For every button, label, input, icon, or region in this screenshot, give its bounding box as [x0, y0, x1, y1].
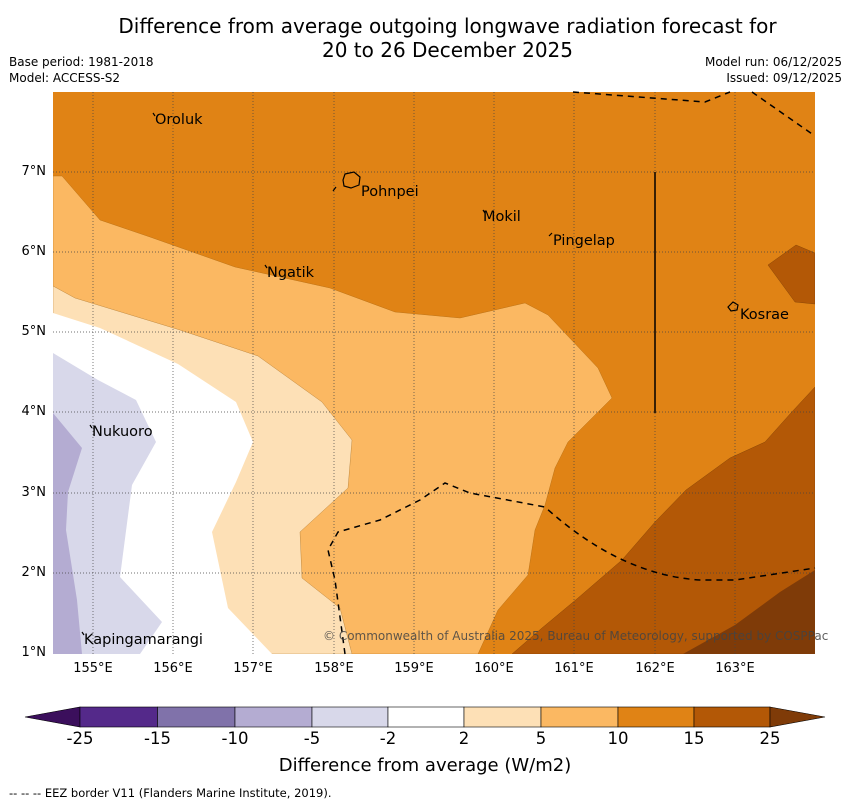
- colorbar-label-10: 10: [607, 729, 629, 748]
- place-mokil: Mokil: [483, 209, 521, 225]
- place-ngatik: Ngatik: [267, 265, 315, 281]
- lon-label-163e: 163°E: [715, 661, 755, 676]
- lon-label-160e: 160°E: [474, 661, 514, 676]
- colorbar-segment-1: [79, 706, 158, 728]
- colorbar-label-2: 2: [458, 729, 470, 748]
- title-line-1: Difference from average outgoing longwav…: [118, 14, 777, 38]
- pingelap-marker: [548, 232, 553, 237]
- colorbar-label-5: 5: [535, 729, 547, 748]
- copyright-notice: © Commonwealth of Australia 2025, Bureau…: [323, 629, 829, 643]
- colorbar-segment-7: [540, 706, 619, 728]
- map-area: [53, 92, 815, 654]
- anomaly-band-minus5-minus10: [53, 413, 82, 654]
- colorbar-label-minus15: -15: [144, 729, 171, 748]
- colorbar-label-minus10: -10: [221, 729, 249, 748]
- islands: [81, 112, 739, 636]
- colorbar-segment-4: [311, 706, 389, 728]
- colorbar-label-minus5: -5: [303, 729, 321, 748]
- colorbar-segment-6: [463, 706, 542, 728]
- nukuoro-marker: [89, 424, 93, 429]
- issued-date: Issued: 09/12/2025: [726, 71, 842, 85]
- anomaly-band-15-25: [511, 386, 815, 654]
- anomaly-band-minus2-minus5: [53, 353, 162, 654]
- lat-label-6n: 6°N: [21, 244, 47, 259]
- colorbar: [24, 706, 826, 728]
- lat-label-3n: 3°N: [21, 485, 47, 500]
- eez-border-north-2: [751, 91, 816, 137]
- lat-label-1n: 1°N: [21, 645, 47, 660]
- pohnpei-atoll-mark: [332, 186, 337, 192]
- pohnpei-island-outline: [342, 171, 361, 189]
- kapingamarangi-marker: [81, 631, 85, 636]
- place-oroluk: Oroluk: [155, 112, 203, 128]
- model-name: Model: ACCESS-S2: [9, 71, 121, 85]
- lat-label-4n: 4°N: [21, 404, 47, 419]
- colorbar-extend-max: [769, 706, 826, 728]
- model-run: Model run: 06/12/2025: [704, 55, 842, 69]
- eez-borders: [327, 91, 816, 655]
- lon-label-155e: 155°E: [73, 661, 113, 676]
- colorbar-label-15: 15: [683, 729, 705, 748]
- ngatik-marker: [264, 264, 268, 269]
- lon-label-161e: 161°E: [554, 661, 594, 676]
- eez-border-north-1: [572, 91, 731, 103]
- place-kosrae: Kosrae: [740, 307, 789, 323]
- eez-footnote: -- -- -- EEZ border V11 (Flanders Marine…: [9, 786, 332, 800]
- eez-border-south: [327, 482, 816, 655]
- lat-label-2n: 2°N: [21, 565, 47, 580]
- lon-label-156e: 156°E: [153, 661, 193, 676]
- base-period: Base period: 1981-2018: [9, 55, 154, 69]
- place-pohnpei: Pohnpei: [361, 184, 419, 200]
- colorbar-segment-8: [617, 706, 695, 728]
- title-line-2: 20 to 26 December 2025: [321, 38, 573, 62]
- colorbar-title: Difference from average (W/m2): [278, 755, 572, 776]
- place-nukuoro: Nukuoro: [92, 424, 153, 440]
- colorbar-label-minus2: -2: [379, 729, 397, 748]
- colorbar-segment-3: [234, 706, 313, 728]
- lon-label-158e: 158°E: [314, 661, 354, 676]
- place-pingelap: Pingelap: [553, 233, 615, 249]
- lon-label-157e: 157°E: [233, 661, 273, 676]
- lat-label-5n: 5°N: [21, 324, 47, 339]
- colorbar-segment-5: [387, 706, 465, 728]
- anomaly-band-over-25: [683, 570, 815, 654]
- colorbar-label-25: 25: [759, 729, 781, 748]
- anomaly-band-15-25-east: [767, 244, 815, 305]
- lon-label-159e: 159°E: [394, 661, 434, 676]
- colorbar-segment-2: [157, 706, 236, 728]
- colorbar-segment-9: [693, 706, 771, 728]
- colorbar-extend-min: [24, 706, 81, 728]
- place-kapingamarangi: Kapingamarangi: [84, 632, 203, 648]
- mokil-marker: [482, 209, 486, 214]
- colorbar-label-minus25: -25: [66, 729, 94, 748]
- lon-label-162e: 162°E: [635, 661, 675, 676]
- oroluk-marker: [152, 112, 156, 117]
- lat-label-7n: 7°N: [21, 164, 47, 179]
- gridlines: [53, 92, 815, 654]
- kosrae-island-outline: [727, 301, 739, 312]
